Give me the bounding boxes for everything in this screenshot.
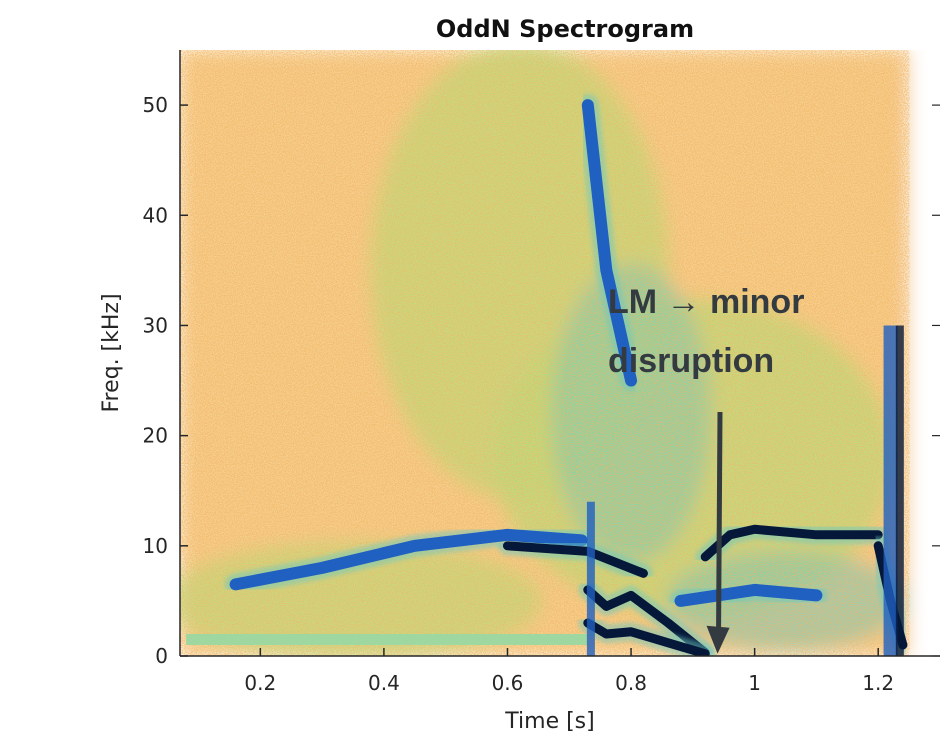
x-tick-label: 0.2: [244, 671, 276, 695]
y-tick-label: 30: [143, 313, 168, 337]
mode-track: [700, 524, 883, 562]
low-frequency-band: [186, 633, 588, 645]
no-data-region: [909, 50, 940, 656]
y-axis-label: Freq. [kHz]: [99, 293, 124, 412]
annotation-arrow-head: [706, 625, 730, 654]
x-tick-label: 1.2: [862, 671, 894, 695]
mode-track: [674, 583, 823, 607]
x-axis-label: Time [s]: [504, 709, 594, 734]
y-tick-label: 50: [143, 93, 168, 117]
y-tick-label: 0: [155, 644, 168, 668]
mode-track: [583, 618, 710, 656]
chart-title: OddN Spectrogram: [436, 15, 694, 43]
annotation-line-1: LM → minor: [608, 283, 804, 321]
y-tick-label: 40: [143, 203, 168, 227]
x-tick-label: 0.4: [368, 671, 400, 695]
x-tick-label: 1: [748, 671, 761, 695]
x-tick-label: 0.8: [615, 671, 647, 695]
annotation-arrow-shaft: [716, 411, 723, 630]
y-tick-label: 10: [143, 534, 168, 558]
annotation-line-2: disruption: [608, 342, 774, 380]
spectrogram-image: [180, 50, 940, 656]
mode-track: [581, 99, 638, 387]
y-tick-label: 20: [143, 424, 168, 448]
x-tick-label: 0.6: [492, 671, 524, 695]
mode-track: [583, 585, 710, 656]
mode-track: [229, 528, 588, 591]
